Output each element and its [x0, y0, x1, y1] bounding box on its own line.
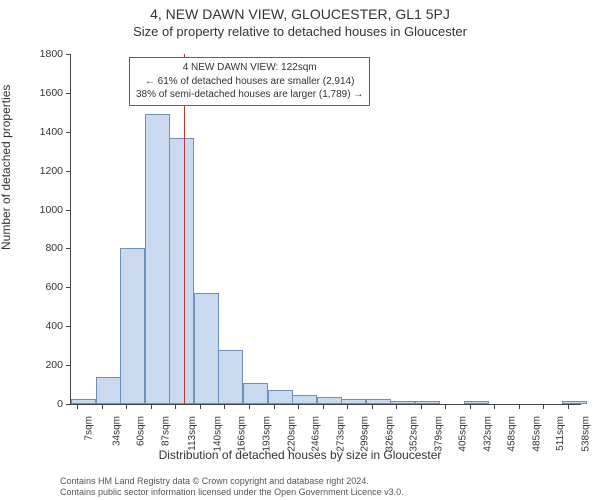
x-tick	[151, 404, 152, 409]
y-tick-label: 1600	[40, 87, 63, 99]
x-tick	[470, 404, 471, 409]
x-tick	[298, 404, 299, 409]
bar	[366, 399, 391, 404]
bar	[145, 114, 170, 404]
y-tick	[66, 404, 71, 405]
footer-line2: Contains public sector information licen…	[60, 487, 590, 498]
y-axis-label: Number of detached properties	[0, 85, 13, 250]
y-tick-label: 400	[45, 320, 63, 332]
bar	[169, 138, 194, 404]
x-tick-label: 326sqm	[384, 416, 395, 452]
x-tick	[396, 404, 397, 409]
x-tick	[249, 404, 250, 409]
bar	[317, 397, 342, 404]
x-tick-label: 538sqm	[580, 416, 591, 452]
bar	[194, 293, 219, 404]
x-tick	[347, 404, 348, 409]
x-tick-label: 193sqm	[262, 416, 273, 452]
y-tick	[66, 171, 71, 172]
figure: 4, NEW DAWN VIEW, GLOUCESTER, GL1 5PJ Si…	[0, 0, 600, 500]
bar	[464, 401, 489, 404]
x-tick-label: 7sqm	[84, 416, 95, 440]
x-tick	[126, 404, 127, 409]
y-tick	[66, 210, 71, 211]
x-tick	[421, 404, 422, 409]
x-tick	[494, 404, 495, 409]
footer: Contains HM Land Registry data © Crown c…	[60, 476, 590, 498]
x-tick-label: 485sqm	[531, 416, 542, 452]
x-tick	[175, 404, 176, 409]
y-tick-label: 1000	[40, 204, 63, 216]
bar	[562, 401, 587, 404]
x-tick	[224, 404, 225, 409]
annotation-box: 4 NEW DAWN VIEW: 122sqm ← 61% of detache…	[129, 57, 370, 106]
bars-layer	[71, 54, 581, 404]
x-tick	[445, 404, 446, 409]
bar	[341, 399, 366, 405]
x-tick	[372, 404, 373, 409]
y-tick	[66, 93, 71, 94]
bar	[390, 401, 415, 404]
y-tick-label: 1800	[40, 48, 63, 60]
x-tick	[543, 404, 544, 409]
y-tick	[66, 248, 71, 249]
y-tick	[66, 132, 71, 133]
y-tick	[66, 326, 71, 327]
x-tick-label: 405sqm	[457, 416, 468, 452]
y-tick-label: 800	[45, 242, 63, 254]
x-tick	[519, 404, 520, 409]
x-tick-label: 113sqm	[187, 416, 198, 451]
x-tick-label: 352sqm	[408, 416, 419, 452]
bar	[268, 390, 293, 404]
x-tick-label: 299sqm	[360, 416, 371, 452]
y-tick-label: 600	[45, 281, 63, 293]
x-tick	[200, 404, 201, 409]
x-tick-label: 246sqm	[311, 416, 322, 452]
y-tick-label: 200	[45, 359, 63, 371]
footer-line1: Contains HM Land Registry data © Crown c…	[60, 476, 590, 487]
x-tick-label: 140sqm	[213, 416, 224, 452]
x-tick-label: 432sqm	[482, 416, 493, 452]
x-tick-label: 458sqm	[506, 416, 517, 452]
y-tick-label: 1200	[40, 165, 63, 177]
x-tick	[274, 404, 275, 409]
x-tick-label: 511sqm	[555, 416, 566, 451]
bar	[243, 383, 268, 404]
annotation-line2: ← 61% of detached houses are smaller (2,…	[136, 75, 363, 89]
x-tick-label: 87sqm	[161, 416, 172, 446]
y-tick-label: 0	[57, 398, 63, 410]
x-tick-label: 166sqm	[237, 416, 248, 452]
x-tick	[77, 404, 78, 409]
plot-area: 020040060080010001200140016001800 7sqm34…	[70, 54, 581, 405]
title-main: 4, NEW DAWN VIEW, GLOUCESTER, GL1 5PJ	[0, 6, 600, 22]
y-tick	[66, 365, 71, 366]
y-tick-label: 1400	[40, 126, 63, 138]
marker-line	[184, 54, 185, 404]
title-sub: Size of property relative to detached ho…	[0, 24, 600, 39]
x-tick	[568, 404, 569, 409]
bar	[218, 350, 243, 405]
annotation-line1: 4 NEW DAWN VIEW: 122sqm	[136, 61, 363, 75]
bar	[120, 248, 145, 404]
x-tick	[323, 404, 324, 409]
bar	[71, 399, 96, 404]
x-tick-label: 60sqm	[136, 416, 147, 446]
y-tick	[66, 54, 71, 55]
x-tick-label: 34sqm	[112, 416, 123, 446]
bar	[415, 401, 440, 404]
bar	[96, 377, 121, 404]
x-tick-label: 273sqm	[336, 416, 347, 452]
y-tick	[66, 287, 71, 288]
x-tick-label: 379sqm	[433, 416, 444, 452]
annotation-line3: 38% of semi-detached houses are larger (…	[136, 88, 363, 102]
x-tick	[102, 404, 103, 409]
bar	[292, 395, 317, 404]
x-tick-label: 220sqm	[287, 416, 298, 452]
